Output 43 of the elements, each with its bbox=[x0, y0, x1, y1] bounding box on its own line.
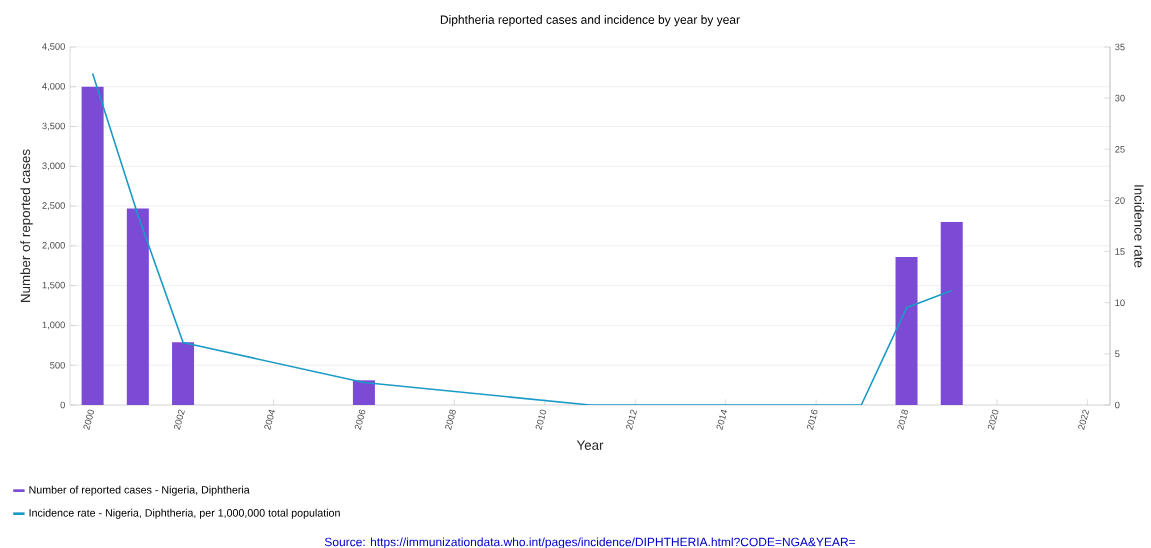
bar bbox=[352, 380, 375, 405]
bar bbox=[126, 208, 149, 405]
y2-axis-title: Incidence rate bbox=[1134, 185, 1145, 268]
y-tick-label: 2,000 bbox=[42, 242, 65, 250]
x-tick-label: 2020 bbox=[987, 409, 999, 430]
bar bbox=[940, 222, 963, 405]
chart-title: Diphtheria reported cases and incidence by year by year bbox=[440, 15, 740, 27]
x-tick-label: 2018 bbox=[897, 409, 908, 430]
y-axis-title: Number of reported cases bbox=[20, 149, 33, 302]
x-tick-label: 2004 bbox=[264, 409, 276, 430]
x-tick-label: 2022 bbox=[1078, 409, 1090, 430]
y-tick-label: 500 bbox=[50, 361, 65, 369]
y2-tick-label: 10 bbox=[1115, 299, 1125, 306]
x-tick-label: 2010 bbox=[535, 409, 547, 430]
x-tick-label: 2016 bbox=[806, 409, 818, 430]
y2-tick-label: 25 bbox=[1115, 145, 1125, 153]
x-tick-label: 2012 bbox=[626, 409, 637, 430]
y-tick-label: 1,500 bbox=[42, 281, 65, 290]
y2-tick-label: 20 bbox=[1115, 197, 1125, 204]
y2-tick-label: 5 bbox=[1115, 350, 1120, 358]
x-tick-label: 2000 bbox=[83, 409, 94, 430]
bar bbox=[172, 342, 195, 405]
y2-tick-label: 30 bbox=[1115, 94, 1125, 102]
x-axis-title: Year bbox=[576, 440, 604, 450]
y2-tick-label: 15 bbox=[1115, 248, 1125, 255]
y-tick-label: 2,500 bbox=[42, 202, 65, 210]
bar bbox=[895, 257, 918, 405]
legend-label: Number of reported cases - Nigeria, Diphtheria bbox=[29, 485, 250, 496]
source-note: Source: https://immunizationdata.who.int/pages/incidence/DIPHTHERIA.html?CODE=NGA&YEAR= bbox=[324, 537, 856, 548]
y-tick-label: 3,000 bbox=[42, 162, 65, 171]
legend-label: Incidence rate - Nigeria, Diphtheria, per 1,000,000 total population bbox=[29, 508, 340, 519]
x-tick-label: 2014 bbox=[716, 409, 728, 430]
x-tick-label: 2008 bbox=[445, 409, 456, 430]
y-tick-label: 3,500 bbox=[42, 122, 65, 131]
y-tick-label: 0 bbox=[60, 401, 65, 409]
y-tick-label: 4,000 bbox=[42, 82, 65, 91]
x-tick-label: 2006 bbox=[354, 409, 366, 430]
y-tick-label: 4,500 bbox=[42, 43, 65, 51]
y2-tick-label: 35 bbox=[1115, 43, 1125, 51]
y-tick-label: 1,000 bbox=[42, 321, 65, 330]
y2-tick-label: 0 bbox=[1115, 401, 1120, 409]
x-tick-label: 2002 bbox=[173, 409, 185, 430]
bar bbox=[81, 86, 104, 405]
